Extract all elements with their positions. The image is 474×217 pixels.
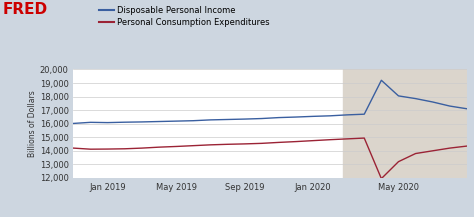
Text: FRED: FRED [2,2,47,17]
Bar [343,69,467,178]
Legend: Disposable Personal Income, Personal Consumption Expenditures: Disposable Personal Income, Personal Con… [99,6,270,27]
Y-axis label: Billions of Dollars: Billions of Dollars [28,90,37,157]
